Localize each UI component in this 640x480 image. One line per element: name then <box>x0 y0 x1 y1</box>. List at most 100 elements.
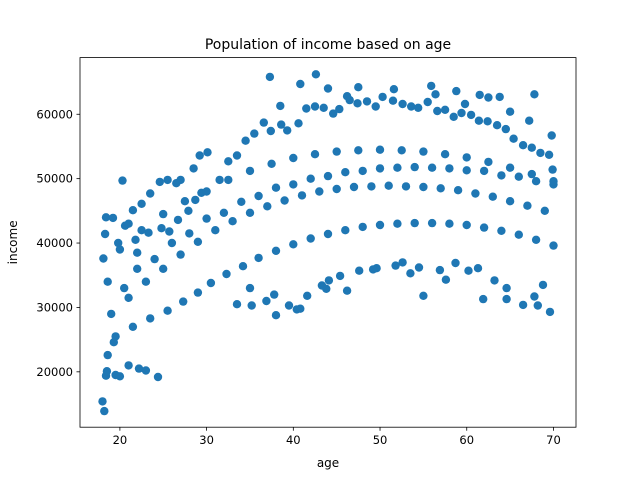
y-tick-label: 40000 <box>36 236 73 250</box>
y-axis-ticks: 20000 30000 40000 50000 60000 <box>36 107 80 379</box>
data-point <box>531 235 541 244</box>
data-point <box>111 332 120 341</box>
data-point <box>401 182 411 191</box>
chart-title: Population of income based on age <box>205 37 451 53</box>
data-point <box>490 276 499 285</box>
data-point <box>531 177 541 186</box>
data-point <box>423 97 432 107</box>
data-point <box>131 235 140 244</box>
data-point <box>265 72 275 82</box>
data-point <box>433 106 442 116</box>
data-point <box>538 280 548 290</box>
data-point <box>133 248 142 257</box>
data-point <box>342 92 352 101</box>
data-point <box>375 220 385 230</box>
data-point <box>410 162 419 172</box>
data-point <box>184 206 193 215</box>
data-point <box>310 150 320 159</box>
data-point <box>232 300 242 309</box>
data-point <box>530 292 539 301</box>
data-point <box>452 86 461 96</box>
data-point <box>137 199 146 208</box>
data-point <box>224 157 233 166</box>
data-point <box>245 208 255 217</box>
data-point <box>283 126 292 135</box>
data-point <box>266 126 275 136</box>
data-point <box>341 226 350 235</box>
data-point <box>407 102 416 111</box>
data-point <box>289 180 298 189</box>
data-point <box>100 229 110 239</box>
data-point <box>134 364 144 373</box>
data-point <box>453 186 463 195</box>
data-point <box>419 147 428 156</box>
data-point <box>547 131 556 140</box>
data-point <box>99 254 108 263</box>
data-point <box>267 159 276 168</box>
data-point <box>354 83 363 92</box>
data-point <box>185 229 194 238</box>
data-point <box>319 103 328 113</box>
data-point <box>335 104 344 114</box>
data-point <box>98 397 107 406</box>
data-point <box>250 129 259 138</box>
data-point <box>549 177 558 186</box>
data-point <box>479 294 488 304</box>
data-point <box>332 184 341 194</box>
data-point <box>120 283 129 293</box>
data-point <box>254 191 263 201</box>
data-point <box>173 215 183 225</box>
data-point <box>159 264 168 273</box>
data-point <box>262 296 271 306</box>
data-point <box>471 189 480 198</box>
data-point <box>114 238 123 248</box>
data-point <box>124 293 133 302</box>
data-point <box>224 175 233 185</box>
data-point <box>479 223 489 232</box>
data-point <box>523 201 532 210</box>
data-point <box>294 119 303 128</box>
data-point <box>176 250 185 259</box>
data-point <box>306 234 315 243</box>
x-tick-label: 40 <box>286 433 301 447</box>
data-point <box>193 288 203 297</box>
data-point <box>440 150 450 159</box>
data-point <box>349 182 359 192</box>
data-point <box>475 90 484 100</box>
data-point <box>115 245 125 254</box>
data-point <box>462 220 471 230</box>
data-point <box>525 116 534 125</box>
data-point <box>193 237 203 246</box>
data-point <box>146 189 155 198</box>
data-point <box>505 163 515 172</box>
data-point <box>103 350 112 360</box>
data-point <box>232 151 242 160</box>
data-point <box>144 228 153 237</box>
data-point <box>549 241 558 250</box>
data-point <box>414 263 424 272</box>
data-point <box>484 157 493 167</box>
data-point <box>203 148 212 157</box>
data-point <box>479 166 489 176</box>
data-point <box>389 85 399 94</box>
data-point <box>536 148 545 158</box>
data-point <box>296 304 305 313</box>
data-point <box>180 197 190 206</box>
data-point <box>393 219 402 228</box>
data-point <box>107 309 116 319</box>
data-point <box>462 153 471 162</box>
data-point <box>179 297 188 306</box>
data-point <box>341 168 350 177</box>
data-point <box>271 183 281 192</box>
data-point <box>427 163 437 172</box>
data-point <box>211 226 220 235</box>
data-point <box>353 99 362 108</box>
data-point <box>289 240 298 249</box>
data-point <box>548 165 557 174</box>
data-point <box>514 172 523 181</box>
data-point <box>159 209 168 219</box>
data-point <box>124 361 133 370</box>
data-point <box>322 284 331 293</box>
data-point <box>108 213 118 223</box>
data-point <box>518 141 528 150</box>
